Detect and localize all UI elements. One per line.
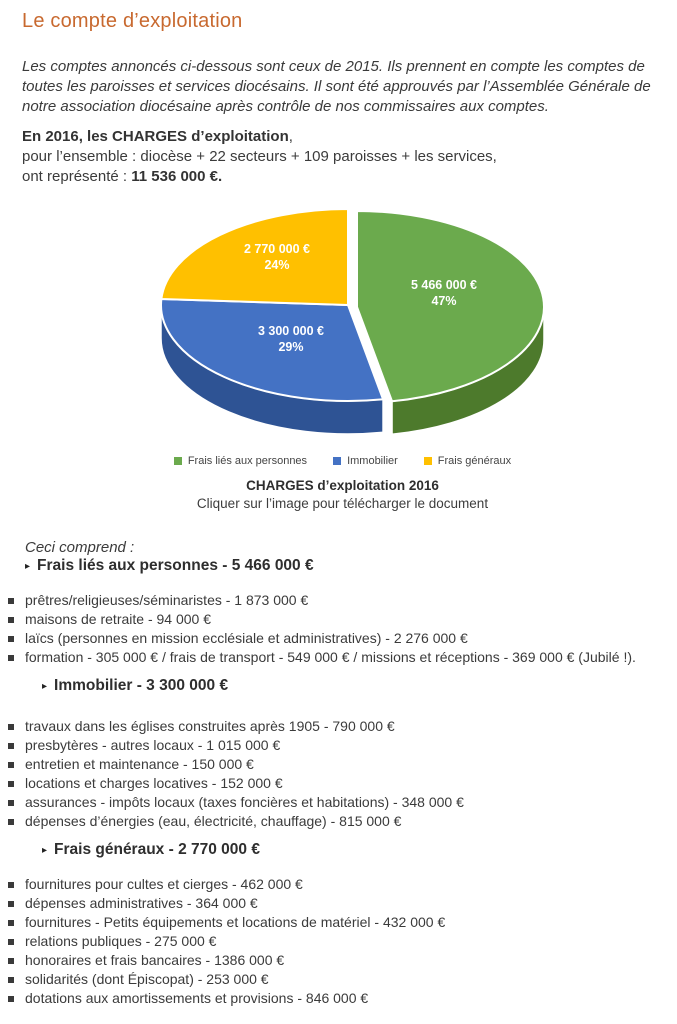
square-bullet-icon (8, 724, 14, 730)
svg-text:5 466 000 €47%: 5 466 000 €47% (410, 278, 476, 308)
chart-legend: Frais liés aux personnes Immobilier Frai… (22, 455, 663, 467)
list-item: dépenses d’énergies (eau, électricité, c… (8, 812, 663, 831)
square-bullet-icon (8, 882, 14, 888)
list-item: fournitures - Petits équipements et loca… (8, 913, 663, 932)
square-bullet-icon (8, 617, 14, 623)
intro-paragraph: Les comptes annoncés ci-dessous sont ceu… (22, 57, 663, 117)
list-item: solidarités (dont Épiscopat) - 253 000 € (8, 970, 663, 989)
svg-text:3 300 000 €29%: 3 300 000 €29% (257, 324, 323, 354)
list-personnes: prêtres/religieuses/séminaristes - 1 873… (8, 591, 663, 667)
list-item: formation - 305 000 € / frais de transpo… (8, 648, 663, 667)
square-bullet-icon (8, 977, 14, 983)
legend-label: Frais généraux (437, 455, 512, 467)
square-bullet-icon (8, 920, 14, 926)
charges-line-1: En 2016, les CHARGES d’exploitation, (22, 128, 293, 145)
square-bullet-icon (8, 598, 14, 604)
triangle-bullet-icon: ▸ (42, 681, 48, 692)
triangle-bullet-icon: ▸ (42, 845, 48, 856)
triangle-bullet-icon: ▸ (25, 561, 31, 572)
list-item: dotations aux amortissements et provisio… (8, 989, 663, 1008)
square-bullet-icon (8, 800, 14, 806)
legend-swatch-yellow-icon (423, 457, 432, 465)
list-item: honoraires et frais bancaires - 1386 000… (8, 951, 663, 970)
charges-pie-chart-image[interactable]: 5 466 000 €47% 3 300 000 €29% 2 770 000 €2… (22, 201, 663, 467)
square-bullet-icon (8, 939, 14, 945)
list-item: maisons de retraite - 94 000 € (8, 610, 663, 629)
list-item: entretien et maintenance - 150 000 € (8, 755, 663, 774)
charges-line-2: pour l’ensemble : diocèse + 22 secteurs … (22, 148, 497, 165)
square-bullet-icon (8, 655, 14, 661)
square-bullet-icon (8, 901, 14, 907)
section-heading-frais-generaux: ▸ Frais généraux - 2 770 000 € (42, 841, 260, 858)
legend-item: Frais liés aux personnes (173, 455, 308, 467)
chart-download-hint: Cliquer sur l’image pour télécharger le … (196, 496, 489, 511)
square-bullet-icon (8, 743, 14, 749)
list-item: assurances - impôts locaux (taxes fonciè… (8, 793, 663, 812)
details-intro: Ceci comprend : (25, 539, 135, 556)
section-heading-immobilier: ▸ Immobilier - 3 300 000 € (42, 677, 229, 694)
square-bullet-icon (8, 762, 14, 768)
charges-line-3: ont représenté : 11 536 000 €. (22, 168, 223, 185)
legend-swatch-blue-icon (333, 457, 342, 465)
page-title: Le compte d’exploitation (22, 10, 243, 32)
list-item: travaux dans les églises construites apr… (8, 717, 663, 736)
list-item: relations publiques - 275 000 € (8, 932, 663, 951)
list-frais-generaux: fournitures pour cultes et cierges - 462… (8, 875, 663, 1008)
chart-caption: CHARGES d’exploitation 2016 (246, 478, 439, 493)
list-item: laïcs (personnes en mission ecclésiale e… (8, 629, 663, 648)
legend-label: Frais liés aux personnes (187, 455, 308, 467)
square-bullet-icon (8, 996, 14, 1002)
list-item: presbytères - autres locaux - 1 015 000 … (8, 736, 663, 755)
intro-line: Les comptes annoncés ci-dessous sont ceu… (22, 58, 645, 75)
charges-summary: En 2016, les CHARGES d’exploitation, pou… (22, 127, 663, 187)
legend-item: Frais généraux (423, 455, 512, 467)
list-immobilier: travaux dans les églises construites apr… (8, 717, 663, 831)
list-item: prêtres/religieuses/séminaristes - 1 873… (8, 591, 663, 610)
pie-chart-3d: 5 466 000 €47% 3 300 000 €29% 2 770 000 €2… (159, 208, 545, 436)
legend-swatch-green-icon (173, 457, 182, 465)
list-item: dépenses administratives - 364 000 € (8, 894, 663, 913)
square-bullet-icon (8, 781, 14, 787)
section-heading-personnes: ▸ Frais liés aux personnes - 5 466 000 € (25, 557, 314, 574)
list-item: locations et charges locatives - 152 000… (8, 774, 663, 793)
intro-line: notre association diocésaine après contr… (22, 98, 549, 115)
square-bullet-icon (8, 958, 14, 964)
legend-label: Immobilier (347, 455, 398, 467)
list-item: fournitures pour cultes et cierges - 462… (8, 875, 663, 894)
legend-item: Immobilier (333, 455, 398, 467)
details-section: Ceci comprend : ▸ Frais liés aux personn… (8, 539, 663, 1008)
square-bullet-icon (8, 819, 14, 825)
square-bullet-icon (8, 636, 14, 642)
svg-text:2 770 000 €24%: 2 770 000 €24% (243, 242, 309, 272)
intro-line: toutes les paroisses et services diocésa… (22, 78, 651, 95)
